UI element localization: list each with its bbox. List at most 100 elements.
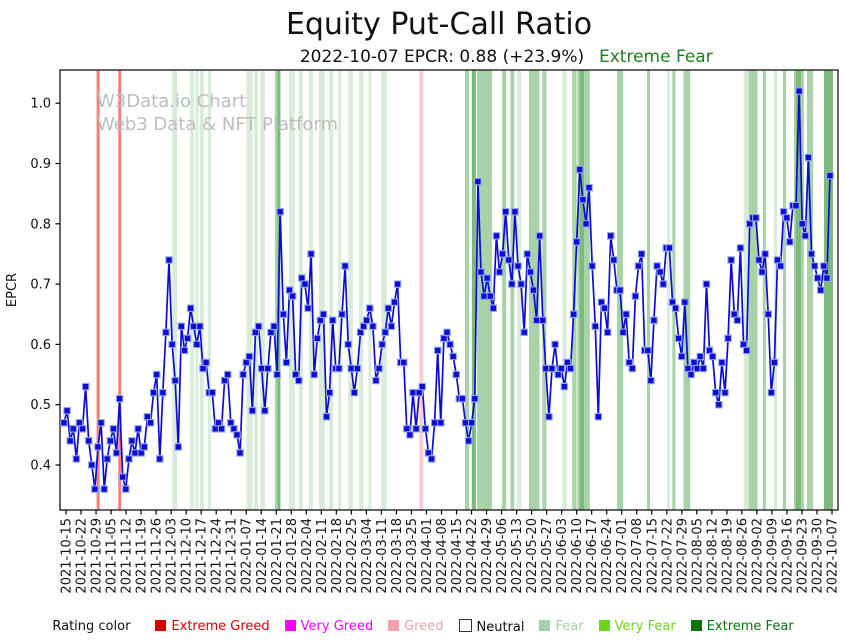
data-point-marker xyxy=(403,425,411,433)
data-point-marker xyxy=(242,358,250,367)
data-point-marker xyxy=(196,322,204,331)
data-point-marker xyxy=(100,485,108,493)
x-tick-label: 2022-09-30 xyxy=(810,518,825,594)
rating-band xyxy=(806,70,814,510)
legend-title: Rating color xyxy=(52,619,131,634)
rating-band xyxy=(96,70,100,510)
legend-item-extreme-fear: Extreme Fear xyxy=(690,619,794,634)
y-tick-label: 0.4 xyxy=(30,459,51,474)
data-point-marker xyxy=(214,419,223,427)
data-point-marker xyxy=(134,425,142,433)
data-point-marker xyxy=(681,298,689,306)
data-point-marker xyxy=(125,455,133,463)
x-tick-label: 2022-02-18 xyxy=(330,518,345,594)
x-tick-label: 2022-08-19 xyxy=(720,518,735,594)
x-tick-label: 2022-01-28 xyxy=(285,518,300,594)
data-point-marker xyxy=(619,328,627,337)
x-tick-label: 2022-05-20 xyxy=(525,518,540,594)
data-point-marker xyxy=(674,334,683,343)
data-point-marker xyxy=(328,316,337,325)
data-point-marker xyxy=(366,304,374,312)
data-point-marker xyxy=(730,310,738,318)
data-point-marker xyxy=(415,388,423,397)
x-tick-label: 2022-06-10 xyxy=(570,518,585,594)
legend-item-extreme-greed: Extreme Greed xyxy=(155,619,270,634)
data-point-marker xyxy=(248,406,257,415)
data-point-marker xyxy=(359,322,368,331)
rating-band xyxy=(502,70,507,510)
x-tick-label: 2022-03-11 xyxy=(375,518,390,594)
legend-swatch xyxy=(155,620,167,631)
x-tick-label: 2021-11-19 xyxy=(135,518,150,594)
data-point-marker xyxy=(430,419,439,427)
data-point-marker xyxy=(711,388,720,397)
data-point-marker xyxy=(63,406,71,415)
data-point-marker xyxy=(545,413,553,421)
data-point-marker xyxy=(412,425,420,433)
data-point-marker xyxy=(335,364,343,373)
data-point-marker xyxy=(501,207,510,216)
rating-band xyxy=(338,70,342,510)
data-point-marker xyxy=(813,274,822,282)
x-tick-label: 2022-05-27 xyxy=(540,518,555,594)
data-point-marker xyxy=(724,334,732,343)
legend-item-label: Extreme Greed xyxy=(171,619,270,634)
x-tick-label: 2022-01-07 xyxy=(240,518,255,594)
data-point-marker xyxy=(588,262,596,270)
data-point-marker xyxy=(233,431,241,439)
data-point-marker xyxy=(421,425,430,433)
data-point-marker xyxy=(767,388,776,397)
data-point-marker xyxy=(97,419,105,427)
data-point-marker xyxy=(254,322,263,331)
rating-band xyxy=(782,70,786,510)
data-point-marker xyxy=(576,165,584,174)
x-tick-label: 2022-01-21 xyxy=(270,518,285,594)
rating-band xyxy=(510,70,515,510)
data-point-marker xyxy=(517,280,525,288)
data-point-marker xyxy=(532,316,541,325)
data-point-marker xyxy=(446,340,454,349)
rating-band xyxy=(646,70,651,510)
rating-legend: Rating color Extreme Greed Very Greed Gree… xyxy=(0,612,846,641)
data-point-marker xyxy=(758,268,766,276)
data-point-marker xyxy=(211,425,220,433)
data-point-marker xyxy=(384,304,393,312)
data-point-marker xyxy=(467,419,476,427)
data-point-marker xyxy=(227,419,235,427)
data-point-marker xyxy=(319,310,328,318)
data-point-marker xyxy=(557,364,566,373)
data-point-marker xyxy=(122,485,130,493)
legend-item-label: Neutral xyxy=(476,619,525,635)
data-point-marker xyxy=(273,370,281,379)
data-point-marker xyxy=(344,340,352,349)
data-point-marker xyxy=(375,364,383,373)
data-point-marker xyxy=(261,406,269,415)
data-point-marker xyxy=(239,370,247,379)
legend-item-label: Greed xyxy=(404,619,444,634)
data-point-marker xyxy=(572,238,581,246)
data-point-marker xyxy=(393,280,402,288)
x-tick-label: 2022-06-24 xyxy=(600,518,615,594)
data-point-marker xyxy=(378,340,386,349)
data-point-marker xyxy=(594,413,603,421)
data-point-marker xyxy=(288,292,297,300)
subtitle: 2022-10-07 EPCR: 0.88 (+23.9%) xyxy=(300,47,584,67)
rating-band xyxy=(465,70,470,510)
data-point-marker xyxy=(610,256,618,264)
data-point-marker xyxy=(511,207,519,216)
data-point-marker xyxy=(109,425,118,433)
data-point-marker xyxy=(471,394,479,403)
data-point-marker xyxy=(823,274,831,282)
x-tick-label: 2021-10-15 xyxy=(60,518,75,594)
x-tick-label: 2022-01-14 xyxy=(255,518,270,594)
rating-band xyxy=(318,70,325,510)
data-point-marker xyxy=(159,388,167,397)
legend-item-very-greed: Very Greed xyxy=(284,619,373,634)
data-point-marker xyxy=(671,304,680,312)
plot-frame xyxy=(59,69,839,511)
rating-band xyxy=(190,70,194,510)
data-point-marker xyxy=(443,328,451,337)
data-point-marker xyxy=(341,262,349,270)
data-point-marker xyxy=(390,298,399,306)
data-point-marker xyxy=(702,280,711,288)
